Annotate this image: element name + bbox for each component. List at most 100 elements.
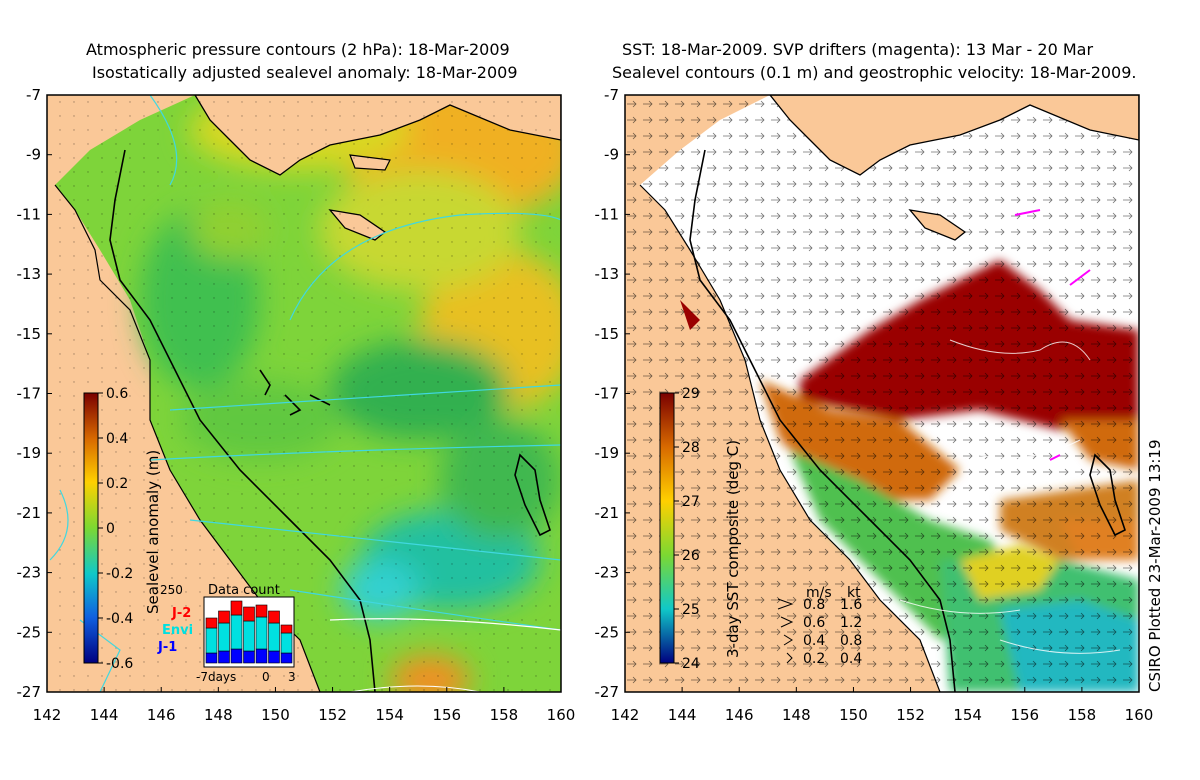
left-x-tick-label: 156	[432, 706, 461, 724]
left-title-line2: Isostatically adjusted sealevel anomaly:…	[92, 63, 518, 82]
right-y-tick-label: -15	[595, 325, 620, 343]
colorbar-tick-label: -0.2	[106, 566, 133, 582]
velocity-kt-value: 1.2	[840, 615, 862, 631]
left-y-tick-label: -19	[17, 444, 42, 462]
data-count-xlabel-zero: 0	[262, 670, 270, 684]
data-count-bar	[280, 632, 293, 654]
left-x-tick-label: 142	[33, 706, 62, 724]
colorbar-tick-label: -0.4	[106, 611, 133, 627]
left-y-tick-label: -25	[17, 623, 42, 641]
velocity-ms-value: 0.6	[803, 615, 825, 631]
right-axes: -7 -9 -11 -13 -15 -17 -19 -21 -23 -25 -27 142 144 146…	[595, 86, 1154, 724]
colorbar-tick-label: 26	[682, 548, 700, 564]
data-count-bar	[243, 606, 255, 622]
data-count-bar	[230, 614, 243, 650]
right-x-tick-label: 144	[668, 706, 697, 724]
velocity-arrow-icon	[777, 598, 794, 610]
right-y-tick-label: -11	[595, 205, 620, 223]
right-x-tick-label: 160	[1125, 706, 1154, 724]
left-x-tick-label: 146	[147, 706, 176, 724]
right-x-tick-label: 152	[896, 706, 925, 724]
left-y-tick-label: -7	[26, 86, 41, 104]
data-count-bar	[230, 648, 243, 664]
right-y-tick-label: -19	[595, 444, 620, 462]
data-count-bar	[218, 650, 230, 664]
velocity-legend: m/s kt 0.8 1.6 0.6 1.2 0.4 0.8 0.2 0.4	[777, 585, 862, 667]
data-count-xlabel-start: -7days	[196, 670, 236, 684]
left-y-tick-label: -23	[17, 564, 42, 582]
right-x-tick-label: 156	[1010, 706, 1039, 724]
velocity-arrow-icon	[783, 634, 793, 646]
colorbar-tick-label: 0.4	[106, 431, 128, 447]
right-y-tick-label: -23	[595, 564, 620, 582]
colorbar-tick-label: 0.2	[106, 476, 128, 492]
velocity-header-kt: kt	[847, 585, 861, 601]
left-x-tick-label: 154	[375, 706, 404, 724]
colorbar-tick-label: 27	[682, 494, 700, 510]
left-y-tick-label: -17	[17, 385, 42, 403]
data-count-bar	[280, 624, 293, 634]
right-reef-outline	[1089, 453, 1126, 537]
right-x-tick-label: 142	[611, 706, 640, 724]
right-title-line1: SST: 18-Mar-2009. SVP drifters (magenta)…	[622, 40, 1094, 59]
velocity-arrows	[625, 95, 1139, 692]
left-y-tick-label: -27	[17, 683, 42, 701]
right-y-tick-label: -13	[595, 265, 620, 283]
legend-j2: J-2	[171, 606, 191, 621]
right-colorbar-ticks: 29 28 27 26 25 24	[674, 386, 700, 672]
data-count-bar	[268, 610, 280, 624]
left-map	[47, 95, 561, 692]
right-y-tick-label: -27	[595, 683, 620, 701]
velocity-arrow-icon	[786, 652, 793, 664]
right-png-land	[769, 95, 1139, 176]
right-y-tick-label: -7	[604, 86, 619, 104]
data-count-title: Data count	[208, 583, 280, 598]
left-x-tick-label: 160	[547, 706, 576, 724]
svp-drifters	[1014, 209, 1091, 461]
right-x-tick-label: 158	[1068, 706, 1097, 724]
footer-plotted-label: CSIRO Plotted 23-Mar-2009 13:19	[1146, 439, 1164, 692]
velocity-ms-value: 0.4	[803, 633, 825, 649]
velocity-kt-value: 1.6	[840, 597, 862, 613]
right-title-line2: Sealevel contours (0.1 m) and geostrophi…	[612, 63, 1137, 82]
right-australia-coast	[639, 184, 941, 692]
velocity-arrow-icon	[780, 616, 794, 628]
right-x-tick-label: 154	[953, 706, 982, 724]
right-y-tick-label: -21	[595, 504, 620, 522]
velocity-ms-value: 0.2	[803, 651, 825, 667]
left-colorbar	[83, 392, 99, 664]
colorbar-tick-label: 28	[682, 440, 700, 456]
data-count-bar	[280, 652, 293, 664]
velocity-kt-value: 0.4	[840, 651, 862, 667]
data-count-bar	[205, 652, 218, 664]
right-map	[625, 95, 1139, 692]
left-pressure-contours	[49, 95, 561, 692]
data-count-bar	[268, 650, 280, 664]
left-x-tick-label: 144	[90, 706, 119, 724]
right-x-tick-label: 146	[725, 706, 754, 724]
right-y-tick-label: -9	[604, 146, 619, 164]
left-x-tick-label: 158	[490, 706, 519, 724]
colorbar-tick-label: 0.6	[106, 386, 128, 402]
colorbar-tick-label: 24	[682, 656, 700, 672]
left-axes: -7 -9 -11 -13 -15 -17 -19 -21 -23 -25 -27 142 144 146…	[17, 86, 576, 724]
data-count-xlabel-end: 3	[288, 670, 296, 684]
left-y-tick-label: -11	[17, 205, 42, 223]
left-y-tick-label: -13	[17, 265, 42, 283]
left-y-tick-label: -15	[17, 325, 42, 343]
left-x-tick-label: 152	[318, 706, 347, 724]
right-colorbar-label: 3-day SST composite (deg C)	[724, 440, 742, 658]
data-count-bar	[268, 622, 280, 652]
velocity-kt-value: 0.8	[840, 633, 862, 649]
data-count-bar	[243, 650, 255, 664]
left-colorbar-ticks: 0.6 0.4 0.2 0 -0.2 -0.4 -0.6	[98, 386, 133, 672]
right-reef-boundary	[689, 149, 956, 692]
data-count-bar	[218, 622, 230, 652]
colorbar-tick-label: 0	[106, 521, 115, 537]
right-colorbar	[659, 392, 675, 664]
right-sealevel-contours	[899, 339, 1121, 654]
velocity-ms-value: 0.8	[803, 597, 825, 613]
data-count-bar	[243, 620, 255, 652]
right-y-tick-label: -25	[595, 623, 620, 641]
